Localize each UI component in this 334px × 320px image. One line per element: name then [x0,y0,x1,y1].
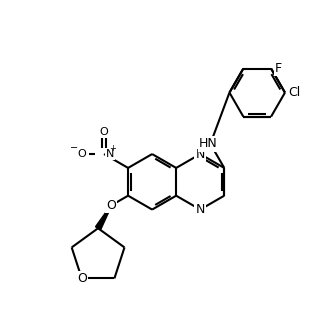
Text: −: − [70,143,78,153]
Text: O: O [77,272,87,285]
Text: Cl: Cl [288,86,300,99]
Polygon shape [96,205,112,230]
Text: O: O [106,199,116,212]
Text: F: F [275,62,282,75]
Text: O: O [100,127,109,137]
Text: N: N [106,149,115,159]
Text: +: + [110,144,117,153]
Text: HN: HN [199,137,218,150]
Text: O: O [78,149,87,159]
Text: N: N [195,148,205,161]
Text: N: N [195,203,205,216]
